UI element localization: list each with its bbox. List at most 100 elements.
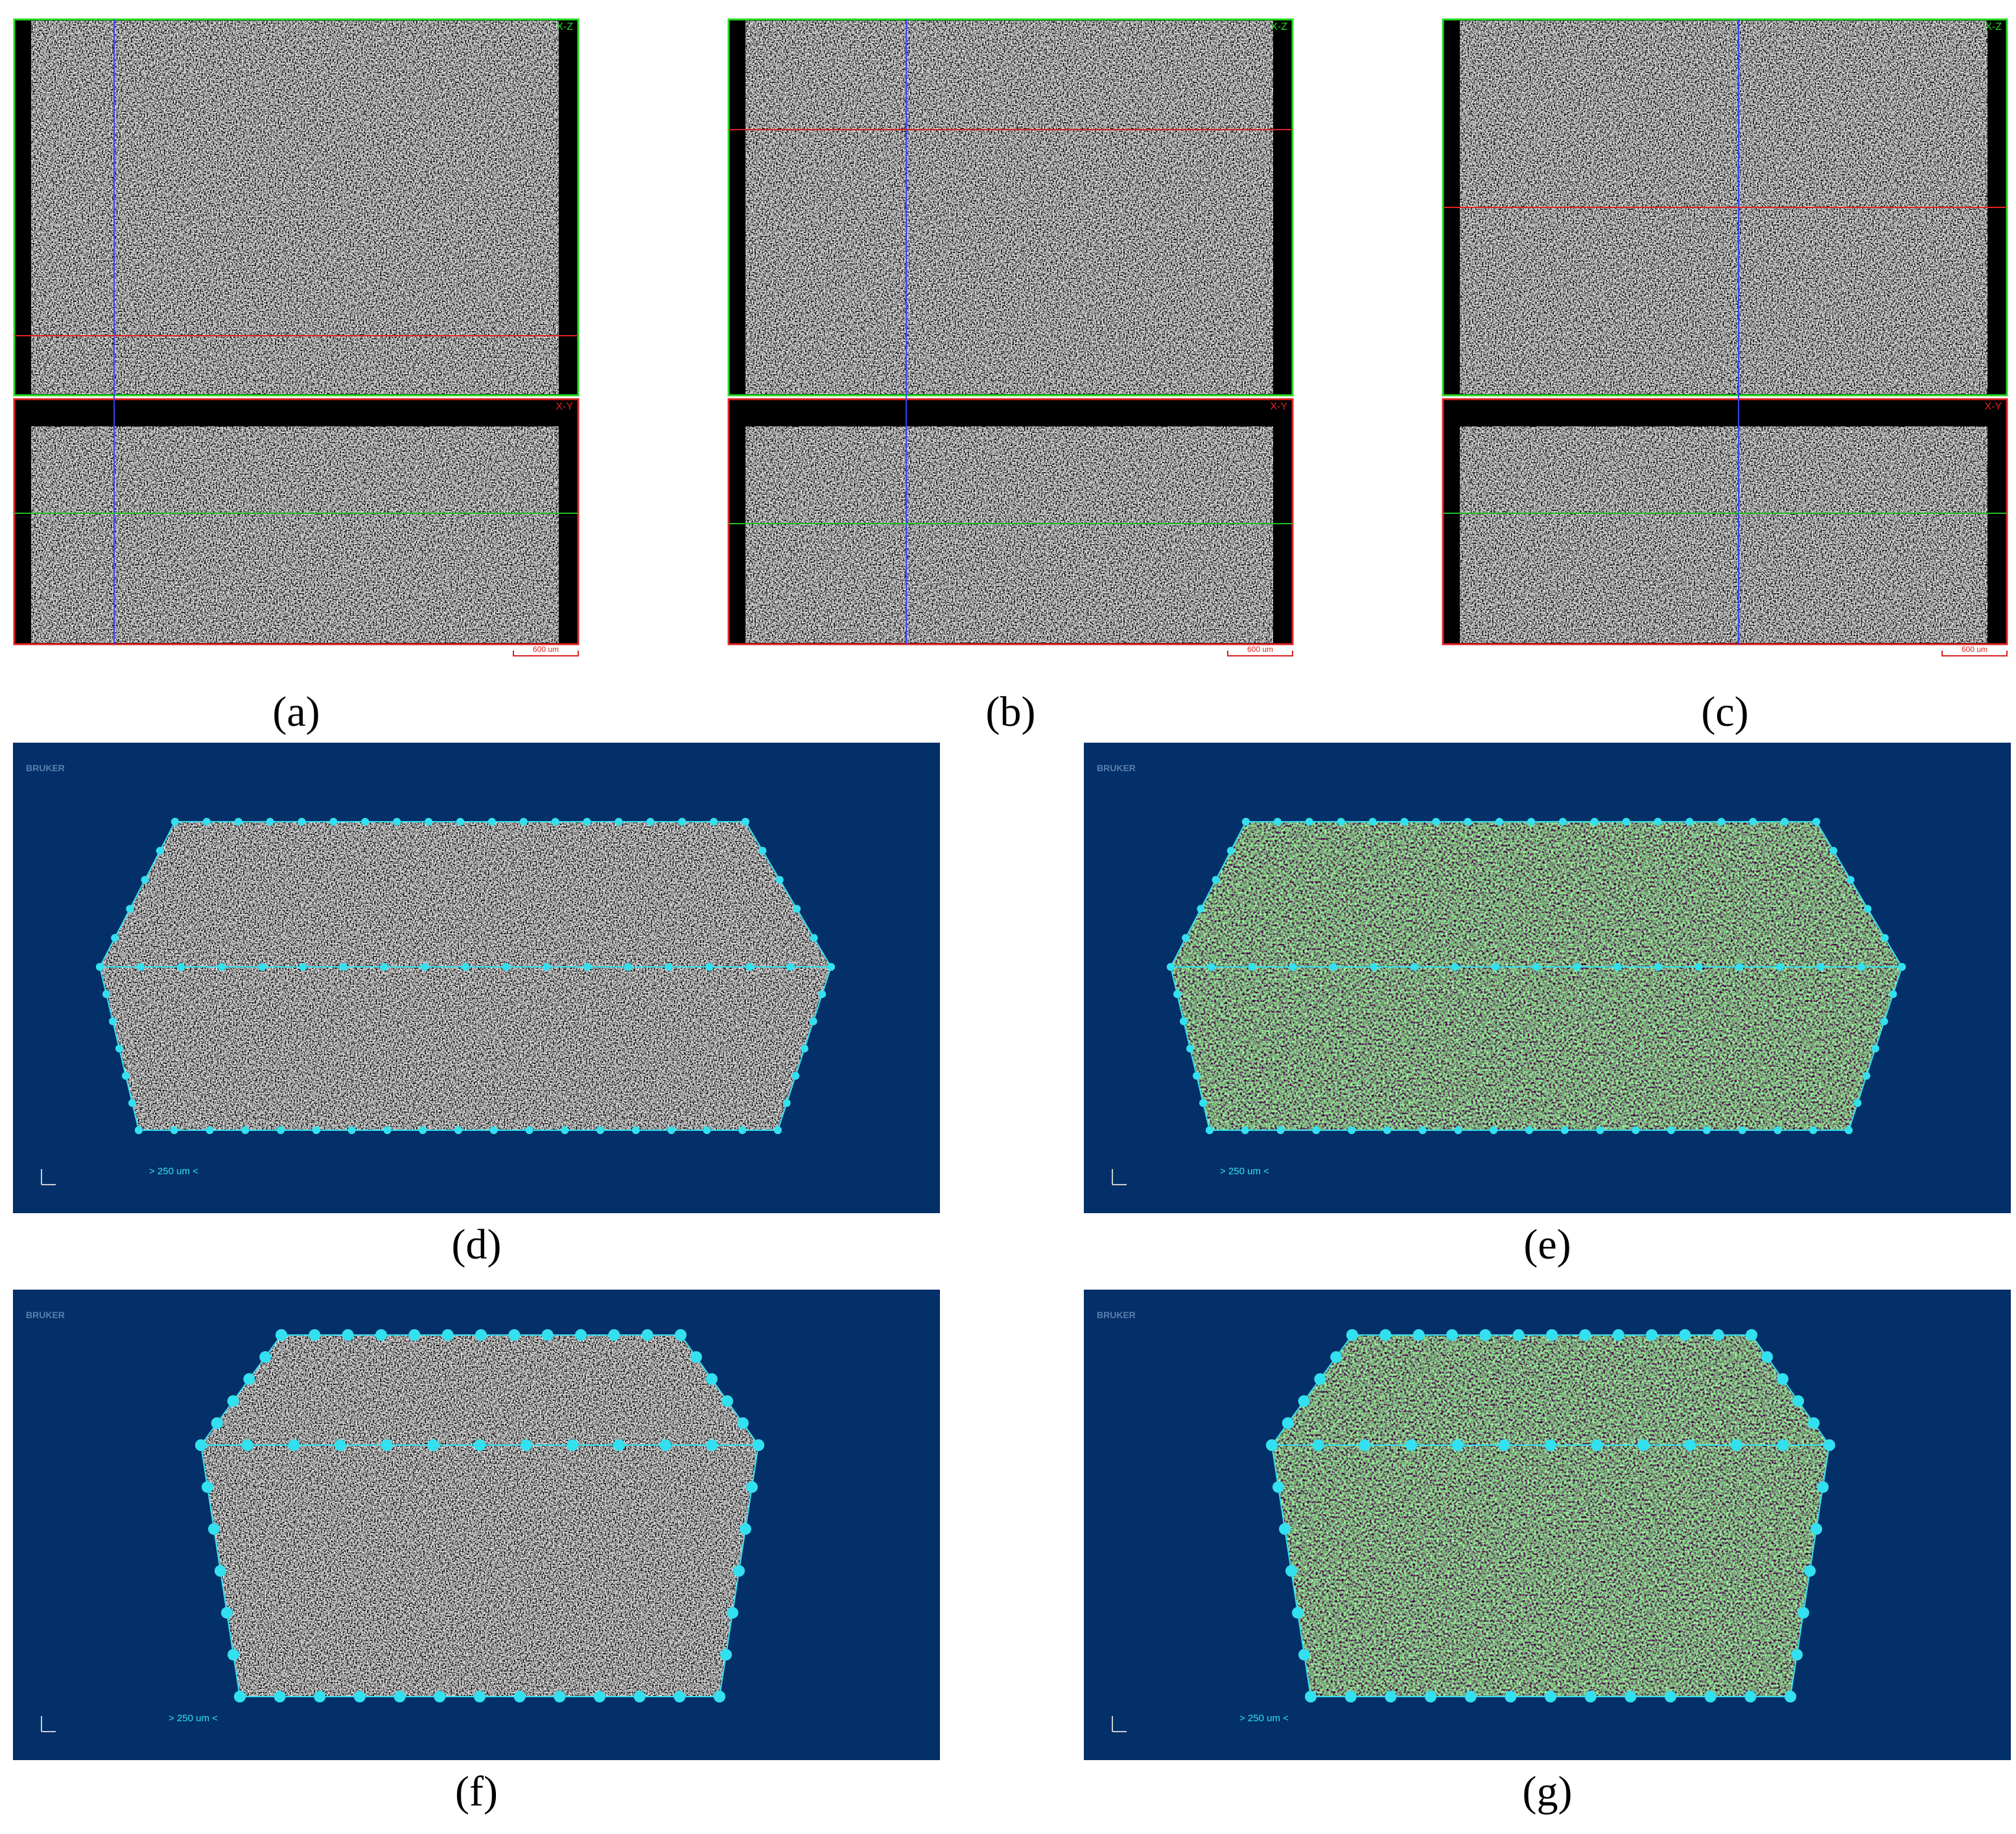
handle	[1712, 1329, 1724, 1341]
handle	[631, 1126, 640, 1134]
scale-label: > 250 um <	[149, 1166, 198, 1177]
scale-bar-label: 600 um	[1962, 645, 1987, 654]
panel-label: (d)	[452, 1221, 502, 1268]
handle	[354, 1691, 366, 1702]
handle	[810, 934, 818, 942]
handle	[1624, 1691, 1637, 1702]
sample-volume	[1272, 1335, 1829, 1697]
handle	[774, 1126, 782, 1134]
handle	[227, 1395, 239, 1407]
handle	[520, 1439, 532, 1451]
handle	[1298, 1649, 1310, 1661]
handle	[1248, 963, 1256, 971]
handle	[456, 818, 464, 826]
handle	[690, 1351, 702, 1363]
handle	[1612, 1329, 1624, 1341]
handle	[1292, 1607, 1304, 1619]
handle	[381, 1439, 393, 1451]
handle	[1812, 818, 1820, 826]
handle	[441, 1329, 454, 1341]
xy-frame	[1442, 398, 2008, 645]
handle	[1498, 1439, 1510, 1451]
handle	[195, 1439, 207, 1451]
handle	[1451, 963, 1459, 971]
handle	[258, 963, 266, 971]
handle	[1418, 1126, 1427, 1134]
handle	[299, 963, 307, 971]
handle	[408, 1329, 421, 1341]
handle	[1862, 1072, 1871, 1080]
handle	[234, 818, 242, 826]
handle	[1749, 818, 1757, 826]
handle	[1730, 1439, 1742, 1451]
handle	[1298, 1395, 1310, 1407]
xz-image	[31, 21, 559, 394]
handle	[727, 1607, 738, 1619]
handle	[1312, 1439, 1324, 1451]
handle	[1241, 1126, 1249, 1134]
handle	[541, 1329, 554, 1341]
handle	[1584, 1691, 1597, 1702]
handle	[109, 1017, 117, 1025]
handle	[1305, 818, 1313, 826]
handle	[594, 1691, 605, 1702]
handle	[334, 1439, 346, 1451]
xy-label: X-Y	[1984, 401, 2002, 412]
xz-label: X-Z	[1985, 21, 2002, 32]
handle	[1637, 1439, 1650, 1451]
handle	[312, 1126, 320, 1134]
handle	[115, 1045, 123, 1052]
handle	[1817, 1481, 1829, 1493]
handle	[1492, 963, 1500, 971]
handle	[775, 876, 784, 884]
handle	[427, 1439, 440, 1451]
handle	[674, 1691, 686, 1702]
panel-label: (b)	[986, 688, 1036, 736]
handle	[519, 818, 528, 826]
handle	[801, 1045, 808, 1052]
handle	[1792, 1395, 1804, 1407]
handle	[1359, 1439, 1371, 1451]
handle	[554, 1691, 566, 1702]
handle	[1193, 1072, 1201, 1080]
handle	[1560, 1126, 1569, 1134]
handle	[1285, 1565, 1297, 1577]
handle	[314, 1691, 326, 1702]
scale-label: > 250 um <	[1239, 1713, 1289, 1724]
handle	[596, 1126, 605, 1134]
xz-image	[745, 21, 1273, 394]
handle	[513, 1691, 526, 1702]
handle	[1684, 1439, 1696, 1451]
handle	[1272, 1481, 1284, 1493]
handle	[575, 1329, 587, 1341]
handle	[474, 1691, 486, 1702]
handle	[234, 1691, 246, 1702]
handle	[170, 1126, 178, 1134]
handle	[421, 963, 429, 971]
handle	[208, 1523, 220, 1535]
handle	[1613, 963, 1622, 971]
scale-bar-label: 600 um	[533, 645, 559, 654]
handle	[1451, 1439, 1464, 1451]
handle	[1781, 818, 1789, 826]
logo: BRUKER	[26, 1310, 65, 1320]
handle	[136, 963, 145, 971]
handle	[1804, 1565, 1816, 1577]
handle	[1665, 1691, 1676, 1702]
handle	[1898, 963, 1906, 971]
handle	[128, 1099, 136, 1107]
handle	[1412, 1329, 1425, 1341]
handle	[1314, 1373, 1326, 1385]
handle	[1490, 1126, 1498, 1134]
handle	[1679, 1329, 1691, 1341]
handle	[329, 818, 338, 826]
handle	[1512, 1329, 1525, 1341]
xy-image	[31, 426, 559, 643]
handle	[706, 1439, 718, 1451]
handle	[375, 1329, 387, 1341]
handle	[474, 1439, 486, 1451]
handle	[758, 846, 767, 855]
panel-label: (g)	[1523, 1768, 1573, 1815]
handle	[738, 1126, 747, 1134]
